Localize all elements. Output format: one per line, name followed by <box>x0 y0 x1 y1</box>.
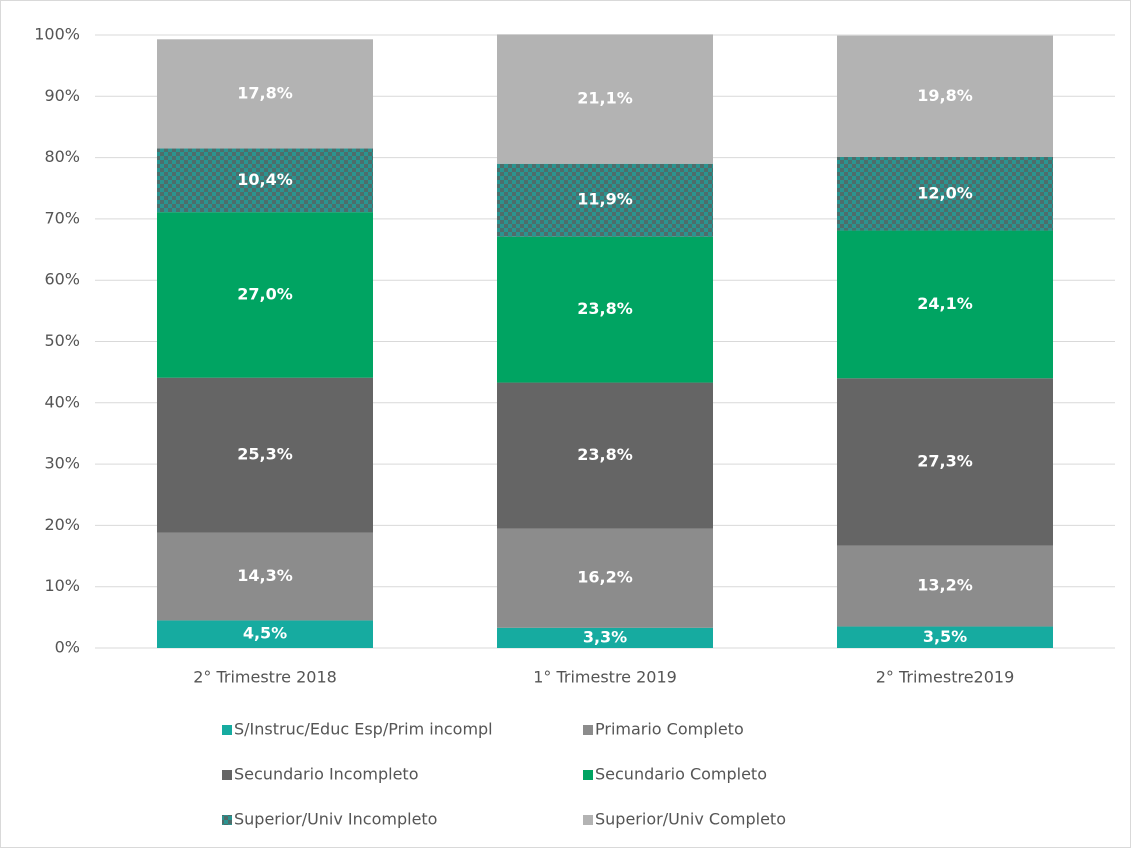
bar-segment <box>497 163 713 237</box>
value-label: 14,3% <box>237 566 293 585</box>
value-label: 12,0% <box>917 183 973 202</box>
y-tick-label: 30% <box>44 454 80 473</box>
y-tick-label: 60% <box>44 270 80 289</box>
value-label: 25,3% <box>237 445 293 464</box>
bar-segment <box>497 528 713 628</box>
bar-segment <box>837 378 1053 546</box>
legend-label: Secundario Completo <box>595 765 767 784</box>
value-label: 27,0% <box>237 284 293 303</box>
bar-segment <box>837 156 1053 231</box>
legend-marker <box>583 725 593 735</box>
value-label: 3,3% <box>583 627 627 646</box>
legend-marker <box>222 725 232 735</box>
value-label: 11,9% <box>577 190 633 209</box>
value-label: 23,8% <box>577 299 633 318</box>
x-tick-label: 2° Trimestre 2018 <box>193 668 337 687</box>
x-tick-label: 1° Trimestre 2019 <box>533 668 677 687</box>
value-label: 27,3% <box>917 451 973 470</box>
value-label: 21,1% <box>577 89 633 108</box>
value-label: 19,8% <box>917 86 973 105</box>
y-tick-label: 20% <box>44 515 80 534</box>
bar-segment <box>497 34 713 164</box>
legend-marker <box>222 815 232 825</box>
value-label: 3,5% <box>923 627 967 646</box>
legend-label: S/Instruc/Educ Esp/Prim incompl <box>234 720 493 739</box>
bar-segment <box>497 236 713 383</box>
y-tick-label: 40% <box>44 392 80 411</box>
y-tick-label: 70% <box>44 208 80 227</box>
bar-segment <box>497 627 713 648</box>
y-tick-label: 0% <box>55 638 80 657</box>
value-label: 4,5% <box>243 624 287 643</box>
y-tick-label: 100% <box>34 25 80 44</box>
y-tick-label: 80% <box>44 147 80 166</box>
value-label: 23,8% <box>577 445 633 464</box>
bar-segment <box>157 377 373 533</box>
y-tick-label: 90% <box>44 86 80 105</box>
value-label: 17,8% <box>237 83 293 102</box>
legend-label: Primario Completo <box>595 720 744 739</box>
y-tick-label: 50% <box>44 331 80 350</box>
bar-segment <box>157 532 373 621</box>
bar-segment <box>157 620 373 648</box>
x-tick-label: 2° Trimestre2019 <box>876 668 1015 687</box>
legend-marker <box>222 770 232 780</box>
legend-label: Superior/Univ Incompleto <box>234 810 437 829</box>
bar-segment <box>837 35 1053 157</box>
legend-label: Secundario Incompleto <box>234 765 418 784</box>
bar-segment <box>837 545 1053 627</box>
value-label: 13,2% <box>917 576 973 595</box>
bar-segment <box>157 39 373 149</box>
value-label: 10,4% <box>237 170 293 189</box>
bar-segment <box>837 626 1053 648</box>
legend-marker <box>583 770 593 780</box>
bar-segment <box>837 230 1053 379</box>
legend-label: Superior/Univ Completo <box>595 810 786 829</box>
bar-segment <box>497 382 713 529</box>
value-label: 24,1% <box>917 294 973 313</box>
bar-segment <box>157 148 373 213</box>
bar-segment <box>157 212 373 378</box>
y-tick-label: 10% <box>44 576 80 595</box>
value-label: 16,2% <box>577 568 633 587</box>
legend-marker <box>583 815 593 825</box>
